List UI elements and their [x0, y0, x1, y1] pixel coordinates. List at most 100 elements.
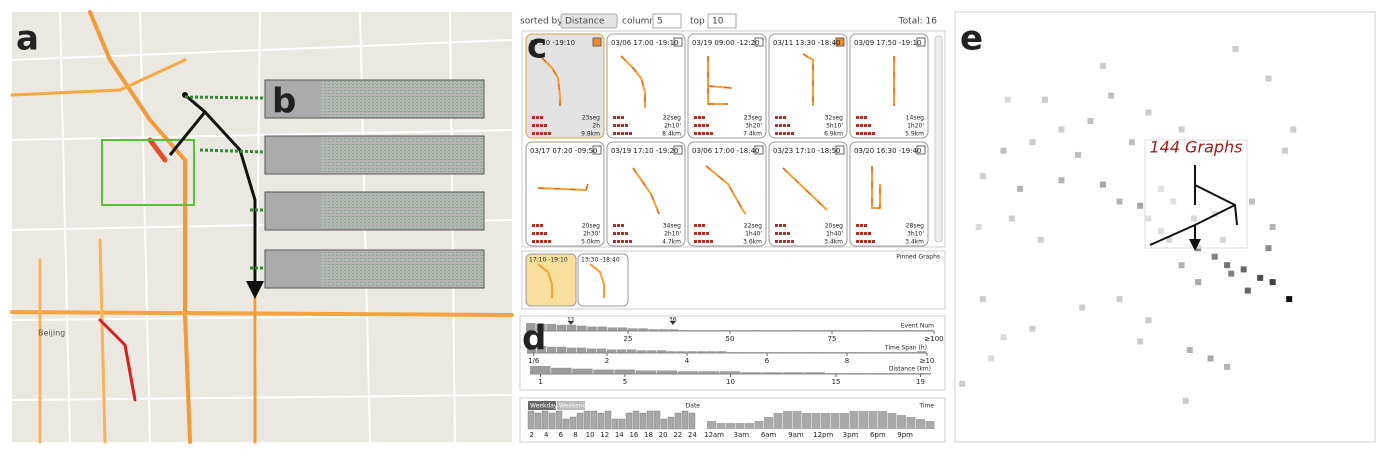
time-bar	[792, 411, 802, 429]
graph-point[interactable]	[1037, 236, 1044, 243]
date-bar	[590, 410, 598, 430]
graph-point[interactable]	[1269, 224, 1276, 230]
top-value[interactable]: 10	[712, 17, 724, 27]
panel-label: b	[272, 82, 296, 122]
graph-point[interactable]	[1128, 139, 1135, 146]
graph-point[interactable]	[1099, 181, 1106, 188]
place-label: Beijing	[38, 329, 65, 338]
hist-bar	[627, 349, 637, 353]
stat-icon	[783, 132, 786, 135]
hist-bar	[556, 324, 567, 331]
graph-point[interactable]	[1058, 126, 1065, 133]
pin-checkbox[interactable]	[835, 37, 845, 47]
graph-point[interactable]	[1108, 92, 1115, 99]
graph-card[interactable]	[606, 33, 686, 139]
pin-checkbox[interactable]	[592, 145, 602, 155]
date-bar	[583, 410, 591, 430]
graph-point[interactable]	[1079, 304, 1086, 311]
date-bar	[639, 412, 647, 430]
stat-icon	[706, 232, 709, 235]
label: top	[690, 17, 705, 27]
graph-card[interactable]	[768, 141, 848, 247]
top-input[interactable]	[707, 13, 737, 29]
graph-point[interactable]	[1290, 126, 1297, 133]
graph-point[interactable]	[1265, 245, 1272, 252]
graph-point[interactable]	[1248, 198, 1255, 205]
column-value[interactable]: 5	[657, 17, 663, 27]
weekday-label[interactable]: Weekday	[530, 403, 558, 410]
graph-point[interactable]	[1000, 147, 1007, 154]
graph-point[interactable]	[1265, 75, 1272, 82]
weekday-button[interactable]	[528, 401, 556, 410]
graph-point[interactable]	[1257, 274, 1264, 281]
graph-point[interactable]	[1182, 397, 1189, 404]
graph-point[interactable]	[1137, 338, 1144, 345]
graph-point[interactable]	[1137, 202, 1144, 209]
graph-point[interactable]	[1004, 96, 1011, 103]
graph-point[interactable]	[1099, 62, 1106, 69]
pin-checkbox[interactable]	[916, 145, 926, 155]
graph-point[interactable]	[1207, 355, 1214, 362]
column-input[interactable]	[652, 13, 682, 29]
graph-point[interactable]	[959, 380, 966, 387]
stat-icon	[860, 116, 863, 119]
graph-point[interactable]	[1008, 215, 1015, 222]
graph-point[interactable]	[1029, 325, 1036, 332]
graph-card[interactable]	[525, 141, 605, 247]
pin-checkbox[interactable]	[835, 145, 845, 155]
graph-point[interactable]	[1224, 363, 1231, 370]
graph-point[interactable]	[1145, 317, 1152, 324]
graph-point[interactable]	[1145, 109, 1152, 116]
pin-checkbox[interactable]	[592, 37, 602, 47]
graph-point[interactable]	[1041, 96, 1048, 103]
graph-point[interactable]	[975, 224, 982, 230]
graph-point[interactable]	[1282, 147, 1289, 154]
graph-point[interactable]	[1087, 118, 1094, 124]
graph-card[interactable]	[768, 33, 848, 139]
graph-point[interactable]	[1195, 279, 1202, 286]
sort-select[interactable]	[560, 13, 618, 29]
graph-card[interactable]	[606, 141, 686, 247]
graph-point[interactable]	[1228, 270, 1235, 277]
pin-checkbox[interactable]	[673, 37, 683, 47]
graph-point[interactable]	[1029, 139, 1036, 146]
graph-point[interactable]	[1211, 253, 1218, 260]
weekend-button[interactable]	[557, 401, 585, 410]
graph-point[interactable]	[1244, 287, 1251, 294]
hist-bar	[577, 347, 587, 353]
graph-card[interactable]	[849, 33, 929, 139]
segment-head	[266, 251, 321, 287]
graph-point[interactable]	[1116, 296, 1123, 303]
graph-point[interactable]	[1075, 151, 1082, 158]
graph-card[interactable]	[525, 33, 605, 139]
graph-point[interactable]	[1286, 296, 1293, 303]
graph-point[interactable]	[1000, 334, 1007, 341]
weekend-label[interactable]: Weekend	[559, 403, 587, 410]
graph-card[interactable]	[849, 141, 929, 247]
graph-point[interactable]	[1269, 279, 1276, 286]
graph-point[interactable]	[1116, 198, 1123, 205]
graph-point[interactable]	[1224, 262, 1231, 269]
pin-checkbox[interactable]	[754, 37, 764, 47]
graph-point[interactable]	[979, 173, 986, 180]
stat-icon	[856, 224, 859, 227]
graph-point[interactable]	[1240, 266, 1247, 273]
pin-checkbox[interactable]	[673, 145, 683, 155]
stat-icon	[540, 232, 543, 235]
graph-point[interactable]	[1232, 45, 1239, 52]
graph-point[interactable]	[1058, 177, 1065, 184]
graph-point[interactable]	[979, 296, 986, 303]
stat-icon	[783, 124, 786, 127]
stat-icon	[621, 124, 624, 127]
graph-point[interactable]	[1186, 346, 1193, 353]
hist-bar	[547, 346, 557, 353]
pin-checkbox[interactable]	[916, 37, 926, 47]
scrollbar[interactable]	[934, 35, 943, 243]
graph-point[interactable]	[1017, 185, 1024, 192]
graph-point[interactable]	[1178, 262, 1185, 269]
graph-point[interactable]	[988, 355, 995, 362]
graph-point[interactable]	[1178, 126, 1185, 133]
sort-value[interactable]: Distance	[565, 17, 605, 27]
stat-icon	[868, 232, 871, 235]
pin-checkbox[interactable]	[754, 145, 764, 155]
